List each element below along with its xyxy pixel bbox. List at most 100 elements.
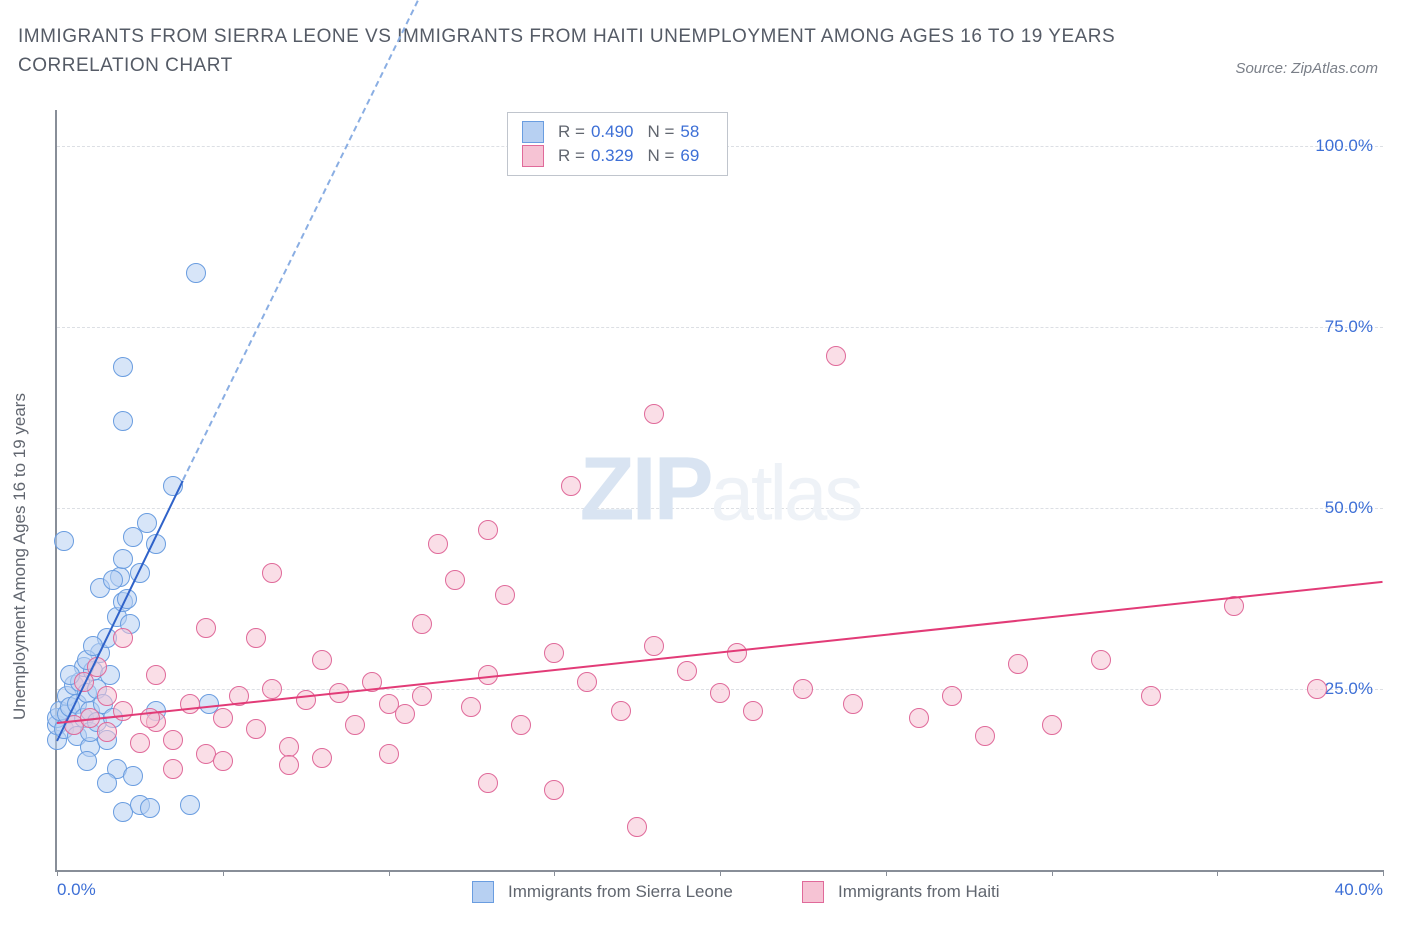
- x-tick: [720, 870, 721, 876]
- data-point: [1141, 686, 1161, 706]
- data-point: [395, 704, 415, 724]
- data-point: [909, 708, 929, 728]
- data-point: [544, 780, 564, 800]
- swatch-sierra-leone: [472, 881, 494, 903]
- x-tick: [1217, 870, 1218, 876]
- bottom-legend-haiti: Immigrants from Haiti: [802, 881, 1000, 903]
- data-point: [196, 618, 216, 638]
- swatch-haiti: [522, 145, 544, 167]
- series-name-sierra-leone: Immigrants from Sierra Leone: [508, 882, 733, 902]
- data-point: [97, 773, 117, 793]
- data-point: [312, 650, 332, 670]
- stats-legend-box: R = 0.490 N = 58 R = 0.329 N = 69: [507, 112, 728, 176]
- data-point: [54, 531, 74, 551]
- data-point: [97, 722, 117, 742]
- data-point: [644, 636, 664, 656]
- data-point: [826, 346, 846, 366]
- data-point: [146, 665, 166, 685]
- data-point: [1042, 715, 1062, 735]
- data-point: [461, 697, 481, 717]
- swatch-sierra-leone: [522, 121, 544, 143]
- data-point: [163, 730, 183, 750]
- swatch-haiti: [802, 881, 824, 903]
- data-point: [611, 701, 631, 721]
- data-point: [843, 694, 863, 714]
- data-point: [97, 686, 117, 706]
- data-point: [279, 755, 299, 775]
- data-point: [262, 563, 282, 583]
- data-point: [710, 683, 730, 703]
- x-tick: [1383, 870, 1384, 876]
- data-point: [1008, 654, 1028, 674]
- n-value-haiti: 69: [680, 146, 699, 166]
- data-point: [412, 614, 432, 634]
- y-axis-label: Unemployment Among Ages 16 to 19 years: [10, 393, 30, 720]
- data-point: [312, 748, 332, 768]
- data-point: [1091, 650, 1111, 670]
- data-point: [279, 737, 299, 757]
- source-label: Source: ZipAtlas.com: [1235, 60, 1378, 77]
- data-point: [246, 628, 266, 648]
- data-point: [113, 701, 133, 721]
- r-label: R =: [558, 122, 585, 142]
- data-point: [445, 570, 465, 590]
- data-point: [345, 715, 365, 735]
- data-point: [113, 549, 133, 569]
- y-tick-label: 50.0%: [1325, 498, 1373, 518]
- data-point: [743, 701, 763, 721]
- y-tick-label: 100.0%: [1315, 136, 1373, 156]
- x-tick-label-max: 40.0%: [1335, 880, 1383, 900]
- data-point: [103, 570, 123, 590]
- data-point: [544, 643, 564, 663]
- data-point: [412, 686, 432, 706]
- data-point: [677, 661, 697, 681]
- x-tick: [886, 870, 887, 876]
- data-point: [478, 773, 498, 793]
- y-tick-label: 75.0%: [1325, 317, 1373, 337]
- data-point: [113, 357, 133, 377]
- data-point: [379, 744, 399, 764]
- n-value-sierra-leone: 58: [680, 122, 699, 142]
- data-point: [137, 513, 157, 533]
- data-point: [113, 628, 133, 648]
- data-point: [113, 411, 133, 431]
- data-point: [213, 708, 233, 728]
- x-tick: [223, 870, 224, 876]
- stats-row-haiti: R = 0.329 N = 69: [522, 145, 713, 167]
- data-point: [793, 679, 813, 699]
- x-tick: [57, 870, 58, 876]
- data-point: [130, 733, 150, 753]
- bottom-legend-sierra-leone: Immigrants from Sierra Leone: [472, 881, 733, 903]
- data-point: [942, 686, 962, 706]
- data-point: [213, 751, 233, 771]
- data-point: [140, 798, 160, 818]
- data-point: [262, 679, 282, 699]
- data-point: [123, 766, 143, 786]
- data-point: [428, 534, 448, 554]
- n-label: N =: [647, 122, 674, 142]
- series-name-haiti: Immigrants from Haiti: [838, 882, 1000, 902]
- data-point: [495, 585, 515, 605]
- watermark-zip: ZIP: [580, 440, 711, 540]
- x-tick-label-min: 0.0%: [57, 880, 96, 900]
- data-point: [727, 643, 747, 663]
- stats-row-sierra-leone: R = 0.490 N = 58: [522, 121, 713, 143]
- data-point: [511, 715, 531, 735]
- data-point: [627, 817, 647, 837]
- y-tick-label: 25.0%: [1325, 679, 1373, 699]
- data-point: [180, 795, 200, 815]
- data-point: [1307, 679, 1327, 699]
- watermark: ZIPatlas: [580, 439, 861, 542]
- watermark-atlas: atlas: [711, 449, 861, 537]
- r-value-haiti: 0.329: [591, 146, 634, 166]
- data-point: [186, 263, 206, 283]
- data-point: [561, 476, 581, 496]
- data-point: [478, 520, 498, 540]
- data-point: [577, 672, 597, 692]
- n-label: N =: [647, 146, 674, 166]
- data-point: [644, 404, 664, 424]
- data-point: [77, 751, 97, 771]
- r-label: R =: [558, 146, 585, 166]
- data-point: [163, 759, 183, 779]
- plot-area: ZIPatlas R = 0.490 N = 58 R = 0.329 N = …: [55, 110, 1383, 872]
